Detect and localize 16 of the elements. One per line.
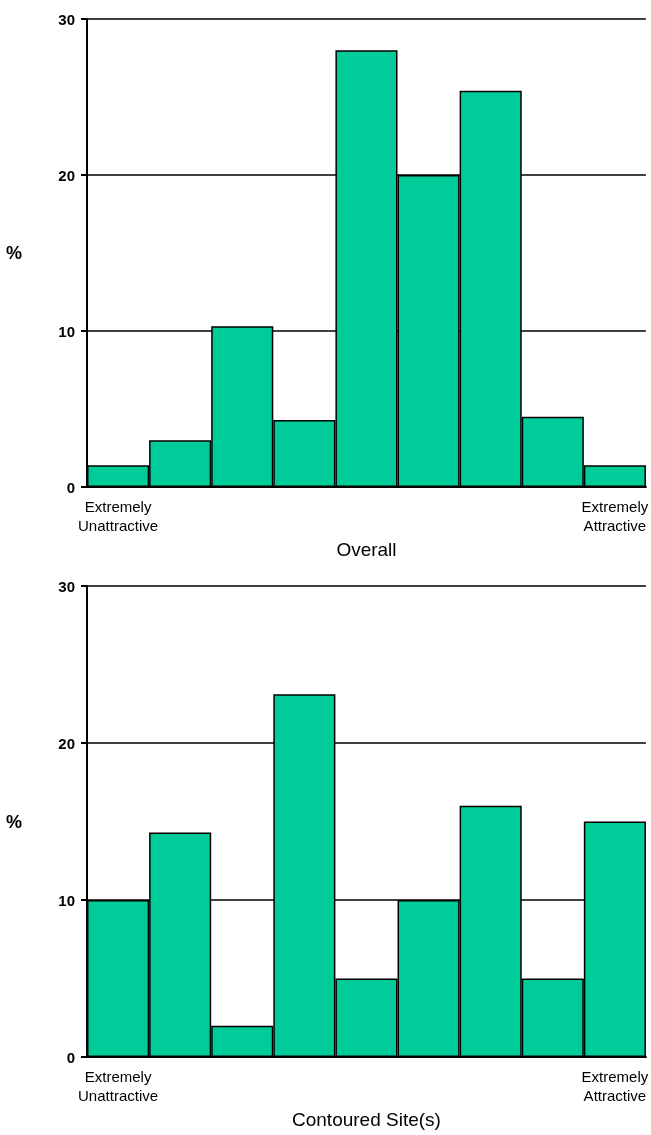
y-axis-title: %	[5, 811, 22, 832]
y-tick-label: 0	[66, 478, 75, 496]
y-tick-label: 0	[66, 1048, 75, 1066]
y-tick-label: 10	[58, 891, 75, 909]
x-tick-label: Extremely Unattractive	[78, 1068, 159, 1105]
y-tick-label: 20	[58, 166, 75, 184]
x-axis-title: Overall	[336, 538, 397, 560]
y-tick-label: 30	[58, 577, 75, 595]
y-tick-label: 20	[58, 734, 75, 752]
x-tick-label: Extremely Attractive	[581, 1068, 649, 1105]
y-tick-label: 10	[58, 322, 75, 340]
y-axis-title: %	[5, 243, 22, 263]
x-axis-title: Contoured Site(s)	[292, 1109, 441, 1130]
x-tick-label: Extremely Attractive	[581, 498, 649, 534]
y-tick-label: 30	[58, 10, 75, 28]
x-tick-label: Extremely Unattractive	[78, 498, 159, 534]
